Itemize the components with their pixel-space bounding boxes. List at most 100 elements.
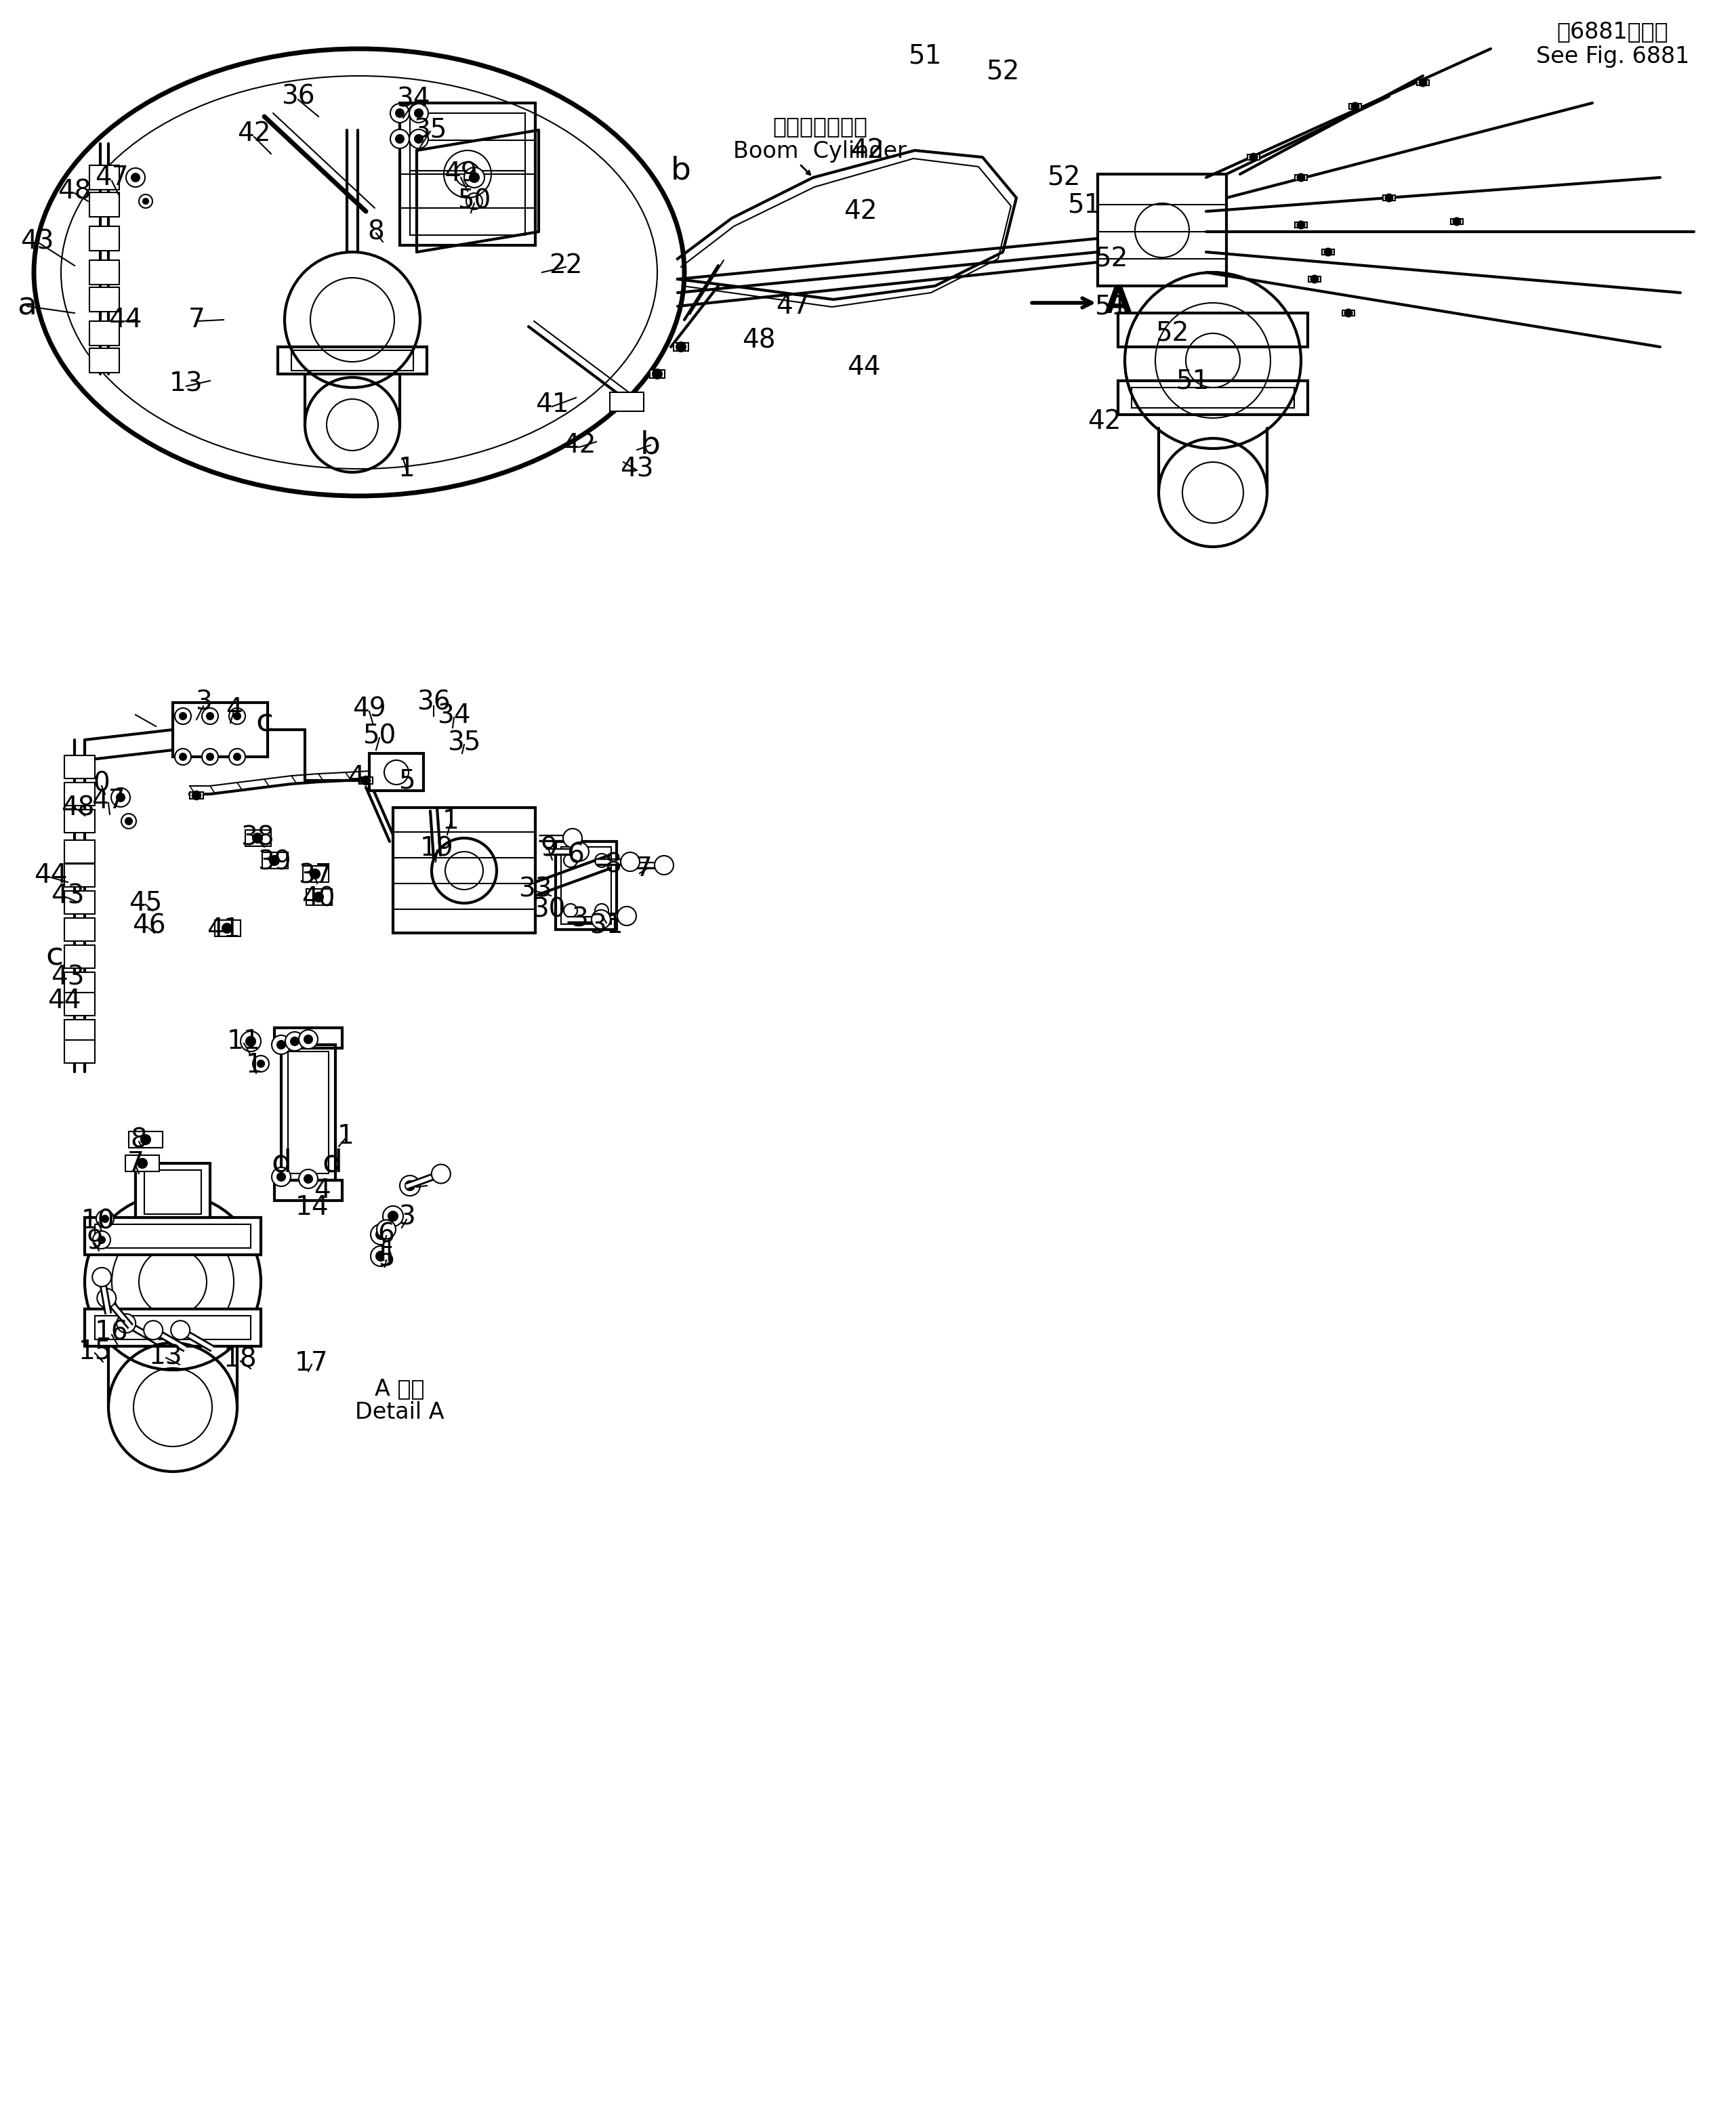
Text: Detail A: Detail A: [356, 1401, 444, 1424]
Text: 30: 30: [531, 895, 566, 923]
Text: 48: 48: [57, 178, 92, 204]
Circle shape: [396, 108, 404, 117]
Text: 16: 16: [95, 1320, 128, 1345]
Circle shape: [179, 753, 186, 760]
Text: 52: 52: [1094, 246, 1128, 272]
Bar: [64, 755, 95, 779]
Text: 15: 15: [78, 1339, 111, 1364]
Text: 13: 13: [170, 371, 203, 397]
Text: 36: 36: [281, 83, 314, 108]
Circle shape: [654, 855, 674, 874]
Bar: [245, 830, 271, 847]
Text: 7: 7: [187, 308, 205, 333]
Circle shape: [193, 792, 201, 800]
Circle shape: [311, 870, 319, 879]
Text: 49: 49: [352, 696, 385, 721]
Text: d: d: [271, 1148, 292, 1178]
Text: 6: 6: [568, 842, 585, 868]
Circle shape: [410, 129, 429, 149]
Text: 40: 40: [302, 887, 335, 912]
Text: 8: 8: [368, 219, 384, 244]
Circle shape: [1453, 219, 1460, 225]
Bar: [609, 393, 644, 412]
Circle shape: [116, 794, 125, 802]
Circle shape: [1351, 102, 1359, 110]
Text: 47: 47: [95, 166, 128, 191]
Circle shape: [141, 1135, 151, 1144]
Circle shape: [201, 749, 219, 764]
Circle shape: [389, 1212, 398, 1220]
Bar: [64, 840, 95, 864]
Text: ブームシリンダ: ブームシリンダ: [773, 115, 868, 138]
Circle shape: [229, 709, 245, 724]
Circle shape: [97, 1288, 116, 1307]
Circle shape: [234, 753, 241, 760]
Circle shape: [234, 713, 241, 719]
Circle shape: [95, 1210, 115, 1229]
Text: 0: 0: [94, 770, 109, 796]
Circle shape: [170, 1320, 189, 1339]
Text: 4: 4: [226, 696, 241, 721]
Bar: [306, 889, 332, 906]
Bar: [85, 1309, 260, 1345]
Circle shape: [384, 1205, 403, 1227]
Bar: [262, 853, 288, 868]
Text: 51: 51: [1094, 293, 1128, 318]
Text: 5: 5: [398, 768, 415, 794]
Circle shape: [111, 787, 130, 806]
Circle shape: [222, 923, 231, 934]
Text: 10: 10: [82, 1207, 115, 1233]
Text: 52: 52: [1156, 320, 1189, 346]
Bar: [1342, 310, 1354, 316]
Bar: [1118, 314, 1307, 346]
Bar: [90, 261, 120, 284]
Bar: [649, 369, 665, 378]
Bar: [85, 1218, 260, 1254]
Bar: [1295, 223, 1307, 227]
Text: 5: 5: [378, 1246, 394, 1271]
Text: 47: 47: [92, 787, 125, 813]
Bar: [392, 808, 535, 934]
Bar: [64, 1040, 95, 1063]
Text: 31: 31: [590, 912, 623, 940]
Bar: [1132, 388, 1295, 407]
Text: 48: 48: [61, 796, 95, 821]
Bar: [64, 944, 95, 968]
Circle shape: [122, 813, 135, 828]
Text: 44: 44: [47, 989, 82, 1014]
Bar: [189, 792, 203, 798]
Circle shape: [207, 713, 214, 719]
Bar: [215, 921, 241, 936]
Circle shape: [399, 1176, 420, 1197]
Text: 1: 1: [398, 456, 415, 482]
Text: 17: 17: [295, 1350, 328, 1375]
Circle shape: [241, 1031, 260, 1053]
Bar: [1248, 155, 1260, 159]
Circle shape: [391, 104, 410, 123]
Circle shape: [361, 777, 370, 785]
Text: 52: 52: [986, 59, 1019, 85]
Circle shape: [299, 1029, 318, 1048]
Text: 34: 34: [437, 702, 470, 730]
Bar: [64, 811, 95, 832]
Text: 51: 51: [1175, 367, 1210, 395]
Circle shape: [618, 906, 637, 925]
Bar: [90, 320, 120, 346]
Bar: [556, 842, 616, 929]
Circle shape: [278, 1173, 285, 1182]
Text: 43: 43: [50, 883, 85, 908]
Text: 11: 11: [227, 1029, 260, 1055]
Text: 35: 35: [413, 117, 446, 142]
Circle shape: [102, 1216, 108, 1222]
Text: 47: 47: [776, 293, 809, 318]
Bar: [64, 993, 95, 1016]
Text: 33: 33: [519, 876, 552, 902]
Text: 44: 44: [847, 354, 880, 380]
Text: 44: 44: [35, 862, 68, 889]
Text: 第6881図参照: 第6881図参照: [1557, 21, 1668, 42]
Text: 48: 48: [741, 327, 776, 352]
Circle shape: [132, 174, 139, 182]
Circle shape: [142, 199, 148, 204]
Bar: [410, 112, 524, 170]
Text: 43: 43: [620, 456, 654, 482]
